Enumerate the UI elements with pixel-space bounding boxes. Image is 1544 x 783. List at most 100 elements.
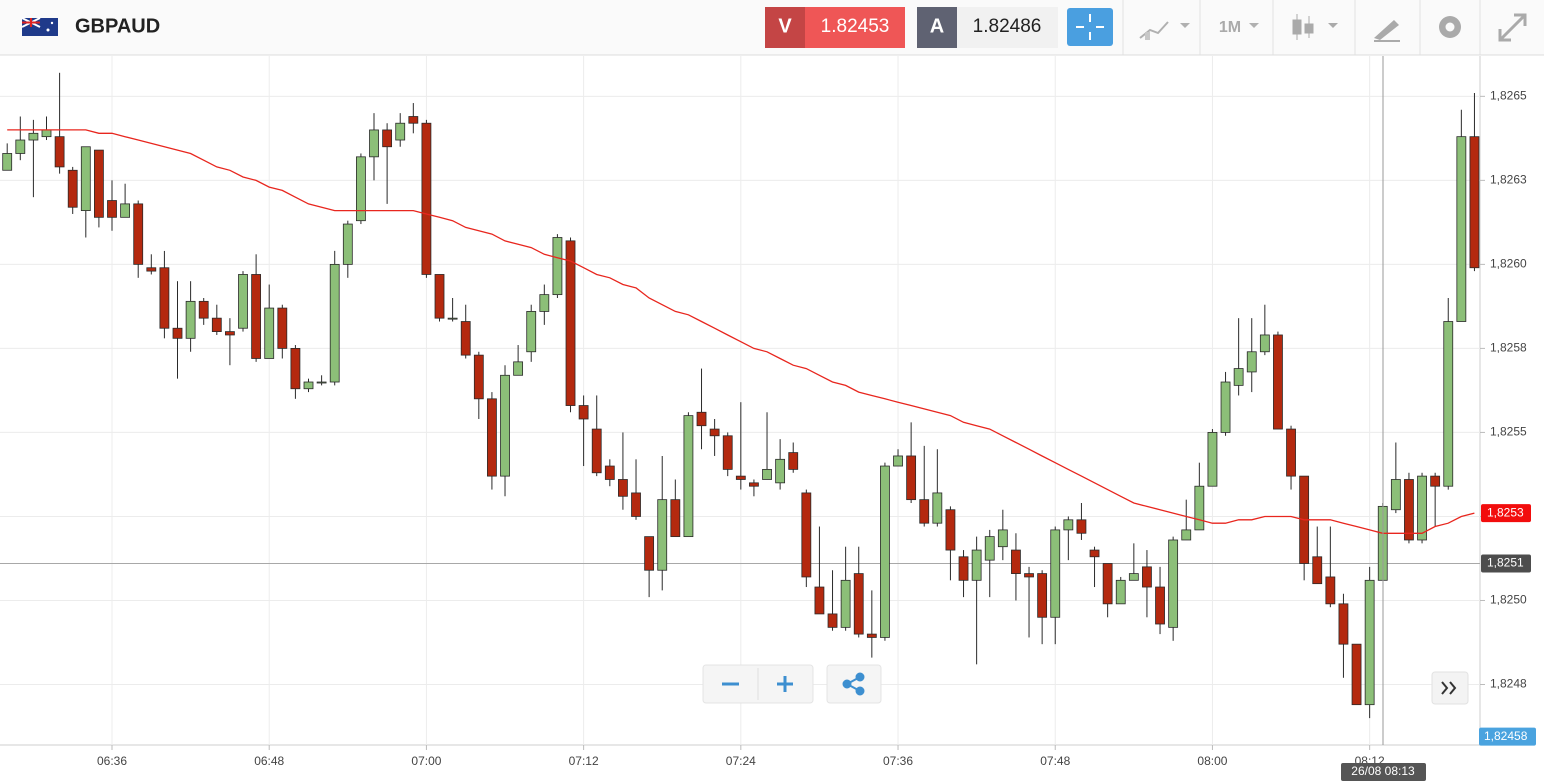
candle-body (1259, 334, 1270, 353)
scroll-end-button[interactable] (1431, 671, 1469, 705)
price-line-label-box (1481, 554, 1531, 573)
candle-body (1063, 519, 1074, 531)
candle-body (120, 203, 131, 218)
candle-body (893, 455, 903, 467)
candle-body (1089, 549, 1100, 558)
share-button[interactable] (826, 664, 882, 704)
sell-price: 1.82453 (821, 16, 890, 37)
axis-labels: 1,8265 1,8263 1,8260 1,8258 1,8255 1,8253 1,82… (97, 89, 1536, 781)
candle-body (971, 549, 982, 581)
flag (21, 17, 58, 36)
candle-body (591, 428, 602, 474)
crosshair-label: 26/08 08:13 (1351, 764, 1415, 778)
candle-body (15, 139, 26, 154)
candle-body (1286, 428, 1296, 477)
candle-body (1456, 136, 1467, 322)
candle-body (133, 203, 144, 265)
candle-body (775, 458, 786, 484)
candle-body (1024, 573, 1034, 578)
candle-body (1155, 586, 1165, 625)
candle-body (1390, 479, 1401, 511)
candle-body (395, 122, 406, 141)
candle-body (906, 455, 917, 501)
y-tick-label: 1,8260 (1490, 257, 1527, 271)
crosshair-label-box (1341, 763, 1426, 781)
candle-body (185, 300, 196, 339)
candle-body (1404, 479, 1414, 541)
y-tick-label: 1,8258 (1490, 341, 1527, 355)
sell-label-box[interactable] (765, 7, 805, 48)
candle-body (683, 415, 694, 538)
candle-body (1325, 576, 1336, 605)
candle-body (316, 381, 327, 384)
candle-body (945, 509, 956, 551)
buy-button[interactable] (957, 7, 1058, 48)
zoom-in-button[interactable] (777, 676, 793, 692)
candle-body (827, 613, 838, 628)
candle-body (1207, 432, 1218, 487)
candle-body (1168, 539, 1179, 628)
y-tick-label: 1,8250 (1490, 593, 1527, 607)
candle-body (67, 169, 78, 208)
draw-button[interactable] (1374, 20, 1400, 42)
candle-body (342, 223, 353, 265)
candle-body (958, 556, 969, 581)
candle-body (2, 153, 13, 171)
x-tick-label: 07:48 (1040, 754, 1070, 768)
candle-body (159, 267, 170, 329)
candle-body (565, 240, 576, 406)
candle-body (919, 499, 930, 524)
candle-body (1338, 603, 1349, 645)
candle-body (1142, 566, 1152, 588)
sell-button[interactable] (805, 7, 905, 48)
candle-body (382, 129, 393, 148)
candle-body (513, 361, 524, 376)
toolbar-separators (1122, 0, 1481, 55)
candle-body (80, 146, 91, 212)
buy-label-box[interactable] (917, 7, 957, 48)
candle-body (631, 492, 641, 517)
buy-label: A (930, 15, 944, 37)
cursor-price-box (1479, 727, 1536, 746)
candle-body (604, 465, 615, 480)
candle-body (866, 633, 877, 638)
candle-body (618, 479, 628, 497)
timeframe-caret (1249, 23, 1259, 28)
moving-average (7, 129, 1475, 534)
chart-type-button[interactable] (1139, 21, 1190, 40)
candle-body (1037, 573, 1048, 618)
x-tick-label: 07:00 (411, 754, 441, 768)
candle-body (290, 348, 301, 390)
candle-body (28, 132, 39, 141)
candle-body (487, 398, 497, 477)
x-tick-label: 06:48 (254, 754, 284, 768)
candle-body (1115, 579, 1126, 605)
candle-body (447, 317, 458, 320)
expand-button[interactable] (1498, 13, 1527, 42)
candle-body (657, 499, 668, 571)
candle-body (303, 381, 314, 390)
settings-button[interactable] (1439, 16, 1461, 38)
candle-body (984, 536, 995, 561)
candle-body (421, 122, 432, 275)
x-tick-label: 08:00 (1197, 754, 1227, 768)
symbol: GBPAUD (75, 15, 160, 37)
candle-body (1050, 529, 1061, 618)
candle-body (801, 492, 812, 578)
candle-body (1469, 136, 1480, 269)
candle-body (225, 331, 235, 336)
candle-body (408, 116, 419, 124)
candle-body (1102, 563, 1113, 605)
candle-body (211, 317, 222, 332)
candle-body (198, 300, 209, 319)
candle-type-button[interactable] (1292, 14, 1338, 40)
candle-body (356, 156, 366, 222)
cursor-price-label: 1,82458 (1484, 729, 1528, 743)
ma-label-box (1481, 504, 1531, 523)
crosshair-button[interactable] (1067, 8, 1113, 46)
candle-body (434, 274, 445, 319)
candle-body (1220, 381, 1231, 433)
timeframe[interactable]: 1M (1219, 19, 1241, 36)
